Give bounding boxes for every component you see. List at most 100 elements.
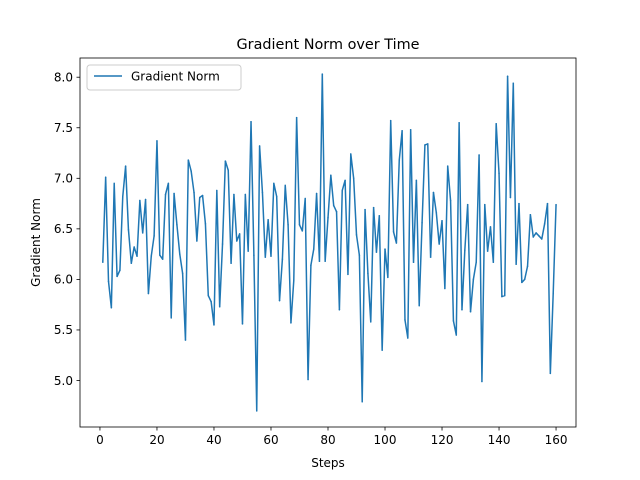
data-point [509,196,512,199]
data-point [341,189,343,192]
data-point [469,311,472,313]
data-point [529,213,532,216]
data-point [324,260,326,262]
data-point [466,203,469,206]
data-point [170,317,172,319]
data-point [464,249,466,251]
data-point [512,82,515,85]
data-point [184,339,187,341]
data-point [181,272,184,275]
x-tick-label: 140 [488,433,511,447]
y-axis-label: Gradient Norm [29,198,43,287]
y-tick-label: 7.5 [54,121,73,135]
data-point [498,172,500,174]
data-point [201,194,204,197]
axes-frame [79,57,577,428]
data-point [278,299,281,302]
data-point [472,278,475,281]
data-point [330,174,332,177]
data-point [247,250,249,252]
data-point [501,295,503,298]
data-point [378,214,381,217]
data-point [213,324,215,326]
data-point [478,154,480,156]
data-point [304,197,306,200]
data-point [244,193,247,196]
data-point [176,224,178,226]
data-point [287,224,289,226]
data-point [301,230,304,232]
data-point [449,199,452,202]
data-point [455,334,458,336]
data-point [221,243,224,245]
data-point [313,248,315,250]
data-point [216,189,218,192]
data-point [503,294,506,297]
data-point [506,75,509,77]
data-point [515,263,517,265]
data-point [164,193,167,196]
data-point [418,304,420,307]
data-point [204,223,207,225]
data-point [241,323,244,325]
data-point [441,220,443,222]
data-point [372,206,375,209]
data-point [318,260,321,262]
data-point [255,410,258,412]
data-point [187,159,190,161]
data-point [264,256,267,258]
data-point [153,235,155,237]
data-point [321,73,324,75]
data-points [102,73,557,412]
data-point [273,182,275,185]
data-point [381,349,383,351]
data-point [350,153,352,155]
data-point [293,279,295,282]
plot-area [80,58,576,427]
data-point [139,199,141,202]
data-point [253,254,255,256]
data-point [392,231,395,233]
data-point [127,229,130,231]
data-point [404,319,406,321]
data-point [298,224,301,226]
data-point [535,232,537,234]
data-point [361,400,363,403]
data-point [549,372,552,375]
data-point [427,143,429,145]
data-point [352,177,355,180]
data-point [227,169,229,171]
data-point [159,254,161,256]
y-axis-ticks: 5.0 5.5 6.0 6.5 7.0 7.5 8.0 [54,71,80,388]
data-point [250,120,252,123]
data-point [347,273,349,276]
x-tick-label: 100 [374,433,397,447]
data-point [461,308,463,311]
data-point [161,258,164,260]
data-point [141,232,144,234]
data-point [238,233,241,235]
data-point [144,198,147,201]
data-point [489,226,492,228]
data-point [150,255,153,257]
data-point [395,242,398,244]
axes-background [80,58,576,427]
data-point [452,320,455,322]
data-point [446,165,449,167]
data-point [370,321,372,323]
data-point [555,203,557,206]
data-point [546,202,549,205]
data-point [387,276,389,279]
x-tick-label: 0 [96,433,104,447]
data-point [538,235,540,237]
data-point [230,262,232,264]
data-point [275,195,278,198]
data-point [481,380,483,383]
data-point [130,262,133,264]
data-point [190,170,192,172]
data-point [358,254,361,256]
data-point [233,193,235,196]
data-point [179,253,181,255]
data-point [492,261,495,263]
